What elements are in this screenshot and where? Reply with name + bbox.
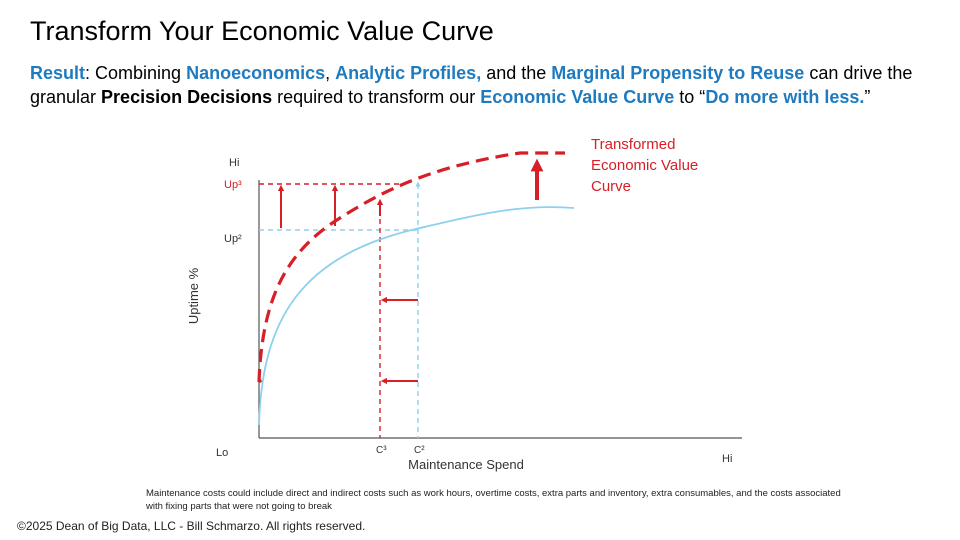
maintenance-costs-footnote: Maintenance costs could include direct a… xyxy=(146,488,841,512)
x-axis-label: Maintenance Spend xyxy=(408,457,524,472)
original-economic-value-curve xyxy=(258,206,575,426)
x-axis-lo-label: Lo xyxy=(216,447,228,459)
analytic-profiles-term: Analytic Profiles, xyxy=(335,63,482,83)
marginal-propensity-term: Marginal Propensity to Reuse xyxy=(551,63,805,83)
y-axis-hi-label: Hi xyxy=(229,157,239,169)
do-more-with-less-term: Do more with less. xyxy=(705,87,865,107)
y-axis-label: Uptime % xyxy=(186,267,201,324)
economic-value-curve-term: Economic Value Curve xyxy=(480,87,675,107)
subtitle-text-4: can drive the granular xyxy=(30,63,913,107)
subtitle-text-3: and the xyxy=(481,63,552,83)
result-label: Result xyxy=(30,63,86,83)
transformed-economic-value-curve xyxy=(257,151,565,383)
precision-decisions-term: Precision Decisions xyxy=(101,87,273,107)
slide-title: Transform Your Economic Value Curve xyxy=(30,16,494,46)
c3-label: C³ xyxy=(376,445,387,456)
x-axis-hi-label: Hi xyxy=(722,453,732,465)
up2-label: Up² xyxy=(224,233,242,245)
transformed-curve-start-dot xyxy=(258,379,262,383)
subtitle-text-7: ” xyxy=(864,87,871,107)
subtitle-text-6: to “ xyxy=(674,87,706,107)
slide-subtitle: Result: Combining Nanoeconomics, Analyti… xyxy=(30,61,935,109)
subtitle-text-1: : Combining xyxy=(85,63,187,83)
transformed-curve-label: Transformed Economic Value Curve xyxy=(591,136,699,195)
up3-label: Up³ xyxy=(224,179,242,191)
subtitle-text-5: required to transform our xyxy=(272,87,481,107)
nanoeconomics-term: Nanoeconomics xyxy=(186,63,326,83)
copyright-notice: ©2025 Dean of Big Data, LLC - Bill Schma… xyxy=(17,519,366,533)
subtitle-text-2: , xyxy=(325,63,336,83)
c2-label: C² xyxy=(414,445,425,456)
